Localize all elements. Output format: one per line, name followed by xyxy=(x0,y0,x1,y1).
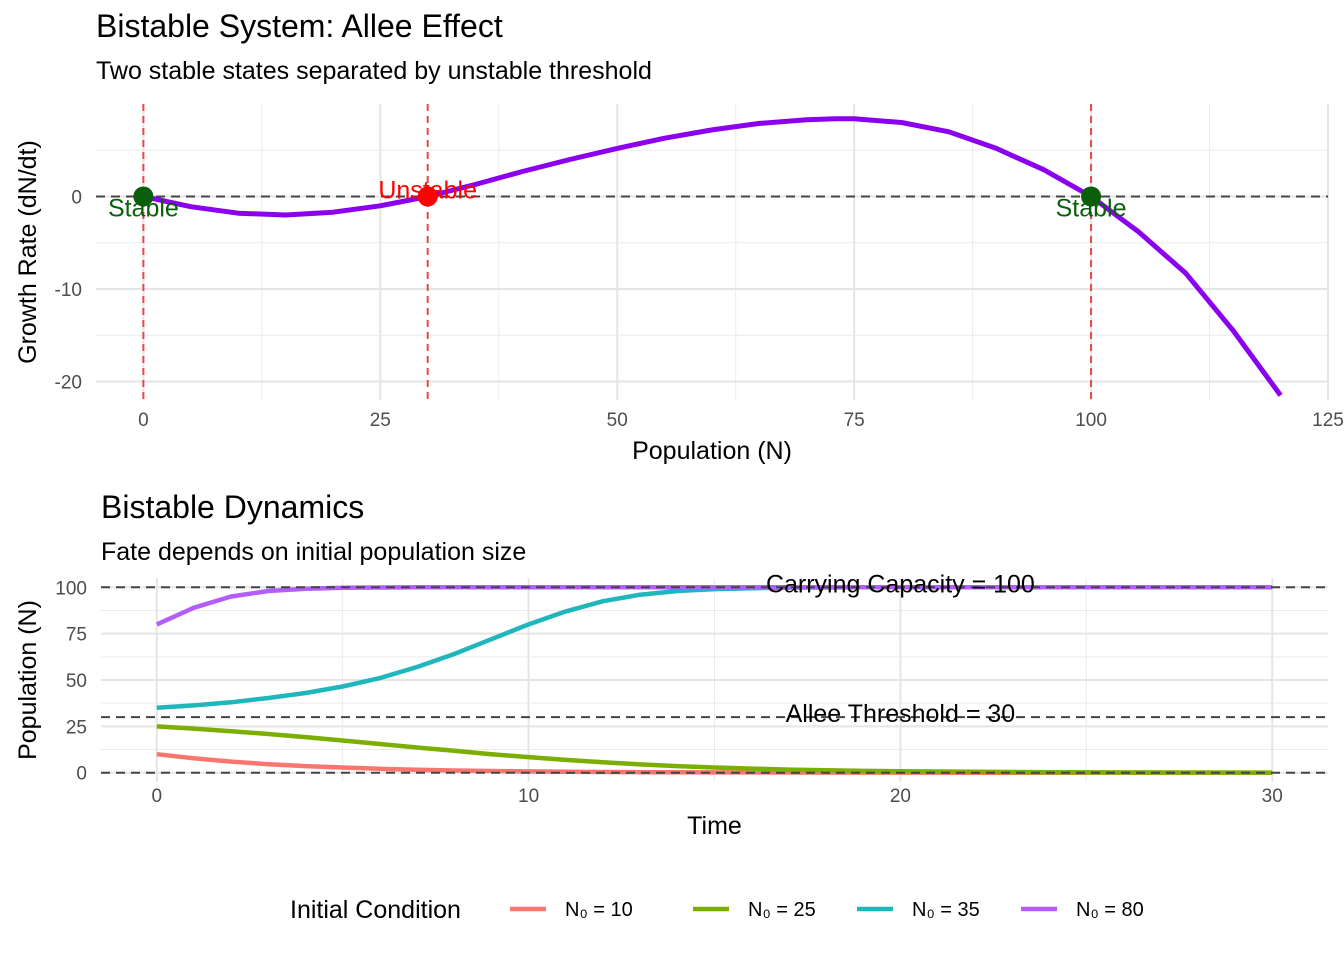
x-tick-label: 20 xyxy=(890,786,911,807)
equilibrium-label: Stable xyxy=(1056,195,1127,223)
growth-rate-curve xyxy=(142,116,1283,397)
y-tick-label: 0 xyxy=(76,764,87,785)
top-chart: Stable Unstable Stable 0 25 50 75 100 125 -20 -10 0… xyxy=(14,104,1344,465)
top-chart-subtitle: Two stable states separated by unstable … xyxy=(96,57,652,85)
top-chart-title: Bistable System: Allee Effect xyxy=(96,8,503,44)
equilibrium-point xyxy=(133,186,154,207)
y-tick-label: 0 xyxy=(71,188,82,209)
equilibrium-label: Stable xyxy=(108,195,179,223)
x-tick-label: 30 xyxy=(1262,786,1283,807)
x-tick-label: 0 xyxy=(138,410,149,431)
equilibrium-point xyxy=(417,186,438,207)
y-tick-label: -20 xyxy=(55,373,82,394)
x-tick-label: 125 xyxy=(1312,410,1344,431)
legend: Initial Condition N₀ = 10 N₀ = 25 N₀ = 35 N₀… xyxy=(290,896,1144,924)
x-axis-title: Time xyxy=(687,812,742,840)
reference-label: Carrying Capacity = 100 xyxy=(766,570,1035,598)
y-axis-title: Growth Rate (dN/dt) xyxy=(14,140,42,364)
x-tick-label: 10 xyxy=(518,786,539,807)
legend-label: N₀ = 80 xyxy=(1076,899,1144,921)
bottom-chart-title: Bistable Dynamics xyxy=(101,489,365,525)
bottom-chart: Carrying Capacity = 100 Allee Threshold =… xyxy=(14,570,1328,840)
reference-label: Allee Threshold = 30 xyxy=(786,700,1016,728)
legend-label: N₀ = 35 xyxy=(912,899,980,921)
x-tick-label: 25 xyxy=(370,410,391,431)
x-axis-title: Population (N) xyxy=(632,437,792,465)
x-tick-label: 50 xyxy=(607,410,628,431)
bottom-chart-subtitle: Fate depends on initial population size xyxy=(101,538,527,566)
y-tick-label: 75 xyxy=(66,625,87,646)
legend-label: N₀ = 10 xyxy=(565,899,633,921)
equilibrium-point xyxy=(1081,186,1102,207)
y-tick-label: 25 xyxy=(66,717,87,738)
y-tick-label: 100 xyxy=(55,578,87,599)
trajectory-line xyxy=(156,724,1273,775)
legend-title: Initial Condition xyxy=(290,896,461,924)
equilibrium-label: Unstable xyxy=(378,177,477,205)
y-axis-title: Population (N) xyxy=(14,600,42,760)
y-tick-label: -10 xyxy=(55,280,82,301)
x-tick-label: 0 xyxy=(151,786,162,807)
x-tick-label: 100 xyxy=(1075,410,1107,431)
legend-label: N₀ = 25 xyxy=(748,899,816,921)
y-tick-label: 50 xyxy=(66,671,87,692)
x-tick-label: 75 xyxy=(844,410,865,431)
